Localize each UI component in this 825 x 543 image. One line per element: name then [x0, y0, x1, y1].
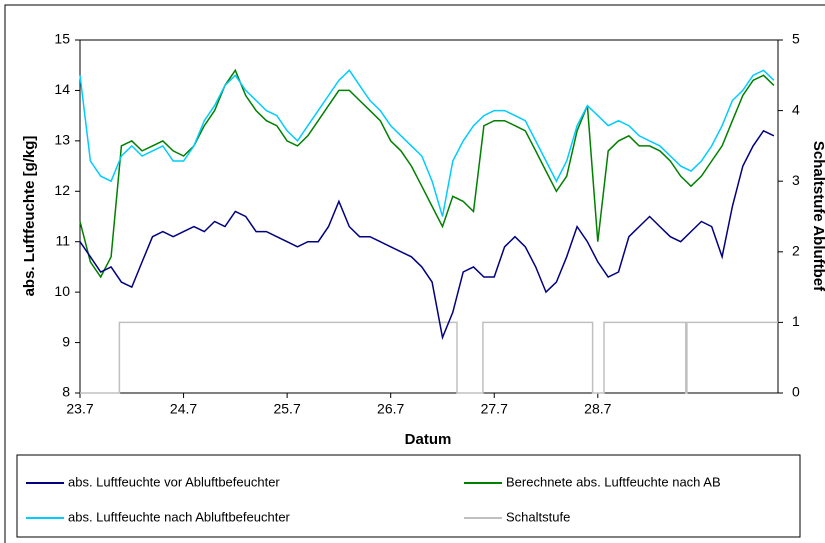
legend-label: Berechnete abs. Luftfeuchte nach AB — [506, 474, 721, 489]
legend-label: Schaltstufe — [506, 509, 570, 524]
y-tick-label: 9 — [62, 333, 70, 349]
y2-tick-label: 1 — [792, 313, 800, 329]
legend-box — [16, 454, 801, 538]
series-line — [80, 321, 778, 394]
y2-tick-label: 0 — [792, 384, 800, 400]
legend-label: abs. Luftfeuchte vor Abluftbefeuchter — [68, 474, 280, 489]
x-tick-label: 24.7 — [170, 401, 197, 417]
x-tick-label: 28.7 — [584, 401, 611, 417]
y-tick-label: 11 — [55, 232, 70, 248]
y-tick-label: 8 — [62, 384, 70, 400]
series-line — [79, 129, 775, 341]
series-line — [79, 69, 775, 217]
y2-tick-label: 2 — [792, 243, 800, 259]
x-tick-label: 26.7 — [377, 401, 404, 417]
x-tick-label: 27.7 — [481, 401, 508, 417]
legend-label: abs. Luftfeuchte nach Abluftbefeuchter — [68, 509, 291, 524]
x-tick-label: 25.7 — [273, 401, 300, 417]
plot-area — [79, 39, 779, 394]
y-tick-label: 10 — [54, 283, 70, 299]
x-tick-label: 23.7 — [66, 401, 93, 417]
y-tick-label: 13 — [54, 132, 70, 148]
y-tick-label: 12 — [54, 182, 70, 198]
y2-tick-label: 5 — [792, 31, 800, 47]
y2-axis-label: Schaltstufe Abluftbef — [810, 141, 825, 292]
y2-tick-label: 3 — [792, 172, 800, 188]
y2-tick-label: 4 — [792, 101, 800, 117]
y-tick-label: 14 — [54, 81, 70, 97]
x-axis-label: Datum — [405, 431, 452, 448]
chart-border — [4, 4, 825, 543]
y-tick-label: 15 — [54, 31, 70, 47]
y-axis-label: abs. Luftfeuchte [g/kg] — [21, 136, 38, 297]
